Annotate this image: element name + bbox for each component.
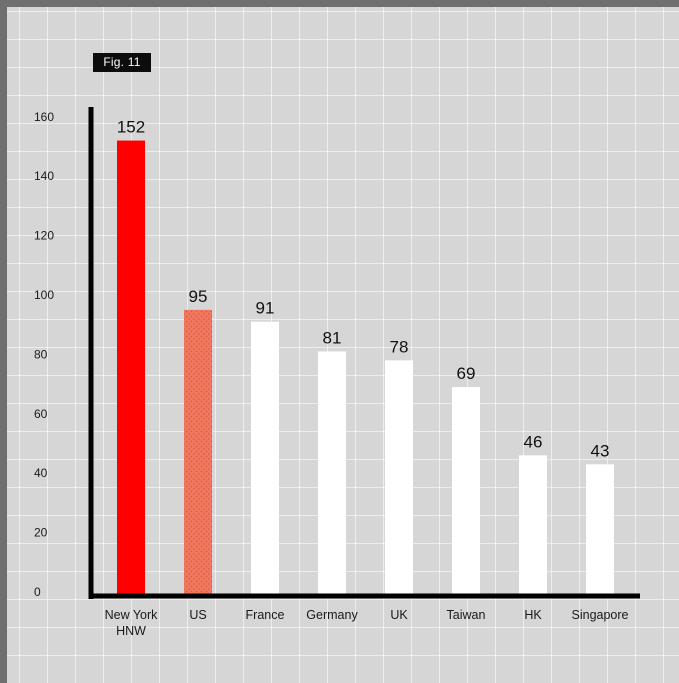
y-tick-label: 20	[34, 526, 48, 540]
x-tick-label: New York HNW	[105, 608, 159, 638]
data-label: 46	[524, 432, 543, 451]
x-tick-label: Singapore	[572, 608, 629, 622]
x-tick-line: UK	[390, 608, 408, 622]
bar	[251, 321, 279, 595]
x-tick-line: Germany	[306, 608, 358, 622]
bar	[452, 387, 480, 595]
data-label: 43	[591, 441, 610, 460]
y-tick-label: 40	[34, 466, 48, 480]
y-axis-ticks: 0 20 40 60 80 100 120 140 160	[34, 110, 54, 599]
bar	[184, 309, 212, 595]
data-label: 152	[117, 118, 145, 137]
y-tick-label: 120	[34, 229, 54, 243]
x-tick-line: Taiwan	[447, 608, 486, 622]
y-tick-label: 140	[34, 169, 54, 183]
x-tick-label: Germany	[306, 608, 358, 622]
data-label: 69	[457, 364, 476, 383]
bars	[117, 140, 614, 595]
x-tick-label: UK	[390, 608, 408, 622]
figure-tag: Fig. 11	[93, 53, 151, 72]
data-label: 78	[390, 337, 409, 356]
x-tick-label: France	[246, 608, 285, 622]
y-tick-label: 100	[34, 288, 54, 302]
x-tick-line: US	[189, 608, 206, 622]
x-axis-ticks: New York HNW US France Germany UK Taiwan HK Sing…	[105, 608, 629, 638]
bar	[117, 140, 145, 595]
data-label: 81	[323, 328, 342, 347]
data-label: 91	[256, 299, 275, 318]
x-tick-line: New York	[105, 608, 159, 622]
x-tick-line: Singapore	[572, 608, 629, 622]
x-tick-label: US	[189, 608, 206, 622]
y-tick-label: 60	[34, 407, 48, 421]
bar	[318, 351, 346, 595]
x-tick-label: HK	[524, 608, 542, 622]
x-tick-line: HNW	[116, 624, 146, 638]
data-label: 95	[189, 287, 208, 306]
x-tick-label: Taiwan	[447, 608, 486, 622]
bar	[586, 464, 614, 595]
x-tick-line: France	[246, 608, 285, 622]
bar	[385, 360, 413, 595]
y-tick-label: 0	[34, 585, 41, 599]
x-tick-line: HK	[524, 608, 542, 622]
y-tick-label: 80	[34, 347, 48, 361]
y-tick-label: 160	[34, 110, 54, 124]
data-labels: 152 95 91 81 78 69 46 43	[117, 118, 610, 461]
bar	[519, 455, 547, 595]
